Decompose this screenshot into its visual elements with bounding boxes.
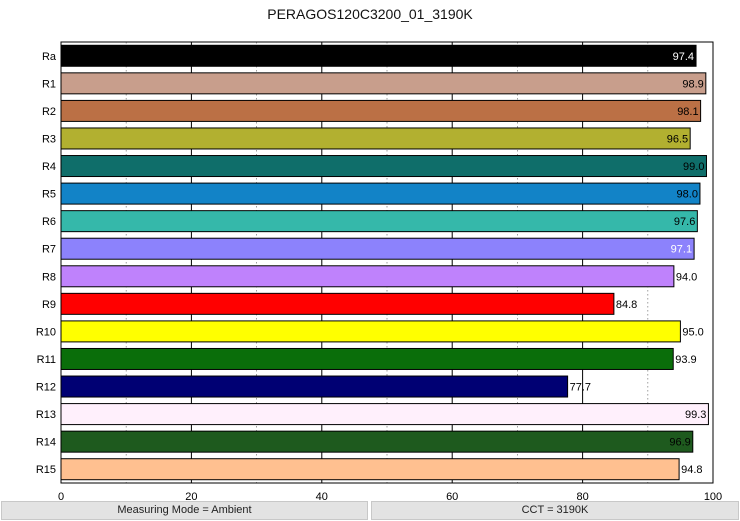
category-label: R2 — [42, 106, 56, 118]
bar — [60, 403, 709, 426]
category-label: R1 — [42, 78, 56, 90]
x-tick-label: 60 — [446, 491, 458, 500]
bar — [60, 127, 691, 150]
category-label: Ra — [42, 51, 57, 63]
value-label: 96.9 — [669, 437, 690, 449]
bar — [60, 44, 697, 67]
bar — [60, 182, 701, 205]
value-label: 84.8 — [616, 299, 637, 311]
category-label: R12 — [36, 382, 56, 394]
measuring-mode-label: Measuring Mode = Ambient — [1, 501, 368, 520]
x-tick-label: 20 — [185, 491, 197, 500]
value-label: 97.1 — [671, 244, 692, 256]
bar — [60, 72, 707, 95]
cct-label: CCT = 3190K — [371, 501, 739, 520]
category-label: R5 — [42, 189, 56, 201]
category-label: R7 — [42, 244, 56, 256]
category-label: R9 — [42, 299, 56, 311]
value-label: 99.3 — [685, 409, 706, 421]
category-label: R13 — [36, 409, 56, 421]
category-label: R4 — [42, 161, 56, 173]
x-tick-label: 80 — [576, 491, 588, 500]
value-label: 97.6 — [674, 216, 695, 228]
category-label: R14 — [36, 437, 56, 449]
bar — [60, 210, 698, 233]
value-label: 94.0 — [676, 271, 697, 283]
value-label: 93.9 — [675, 354, 696, 366]
category-label: R15 — [36, 464, 56, 476]
chart-title: PERAGOS120C3200_01_3190K — [267, 6, 473, 22]
bar-chart: 0 20 40 60 80 100 Ra 97.4 R1 98.9 R2 98.1 R3 96.5 R4 99… — [36, 41, 722, 500]
bar — [60, 458, 680, 481]
axis-layer: 0 20 40 60 80 100 Ra 97.4 R1 98.9 R2 98.1 R3 96.5 R4 99… — [36, 51, 722, 500]
bar — [60, 430, 694, 453]
x-tick-label: 100 — [704, 491, 722, 500]
value-label: 98.1 — [677, 106, 698, 118]
x-tick-label: 40 — [316, 491, 328, 500]
category-label: R6 — [42, 216, 56, 228]
bar — [60, 320, 681, 343]
bar — [60, 375, 569, 398]
category-label: R3 — [42, 133, 56, 145]
bar — [60, 99, 702, 122]
bar — [60, 292, 615, 315]
bar — [60, 155, 707, 178]
bar — [60, 265, 675, 288]
category-label: R8 — [42, 271, 56, 283]
bar — [60, 237, 695, 260]
category-label: R11 — [37, 354, 56, 366]
value-label: 77.7 — [570, 382, 591, 394]
value-label: 97.4 — [673, 51, 694, 63]
value-label: 98.0 — [677, 189, 698, 201]
value-label: 94.8 — [681, 464, 702, 476]
value-label: 95.0 — [682, 326, 703, 338]
value-label: 99.0 — [683, 161, 704, 173]
x-tick-label: 0 — [58, 491, 64, 500]
bar — [60, 347, 674, 370]
bars-layer — [60, 44, 709, 481]
plot-frame — [60, 41, 714, 484]
category-label: R10 — [36, 326, 56, 338]
value-label: 98.9 — [682, 78, 703, 90]
value-label: 96.5 — [667, 133, 688, 145]
